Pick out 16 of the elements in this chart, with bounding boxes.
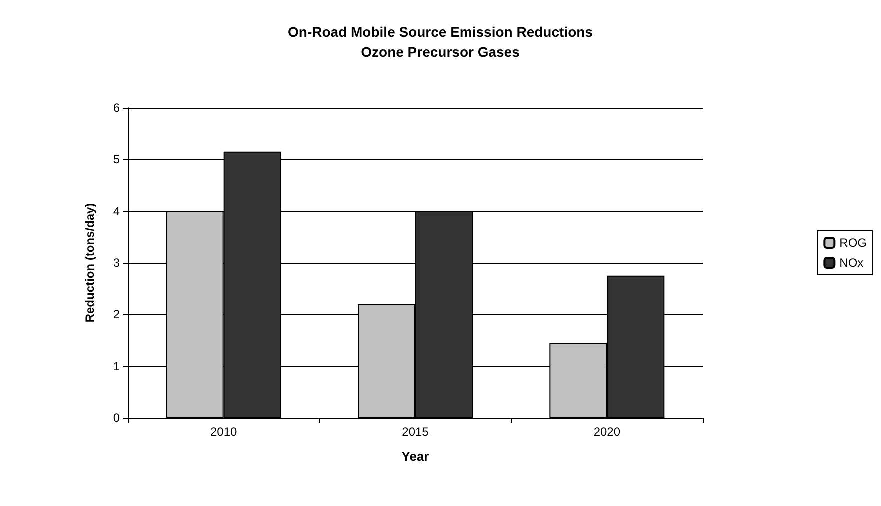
y-tick-label: 4 [113,204,120,218]
chart-subtitle: Ozone Precursor Gases [361,44,520,60]
legend-label: NOx [840,256,864,270]
y-tick-label: 5 [113,152,120,167]
chart-title: On-Road Mobile Source Emission Reductions [288,24,594,40]
x-tick-label: 2010 [210,425,238,439]
legend-label: ROG [840,236,868,250]
y-tick-label: 3 [113,256,120,270]
x-tick-label: 2015 [402,425,430,439]
x-axis-title: Year [402,449,430,464]
x-tick-label: 2020 [594,425,621,439]
y-tick-label: 2 [113,308,120,322]
y-tick-label: 0 [113,411,120,425]
y-tick-label: 1 [113,359,120,374]
y-axis-title: Reduction (tons/day) [83,203,97,323]
y-tick-label: 6 [113,101,120,115]
